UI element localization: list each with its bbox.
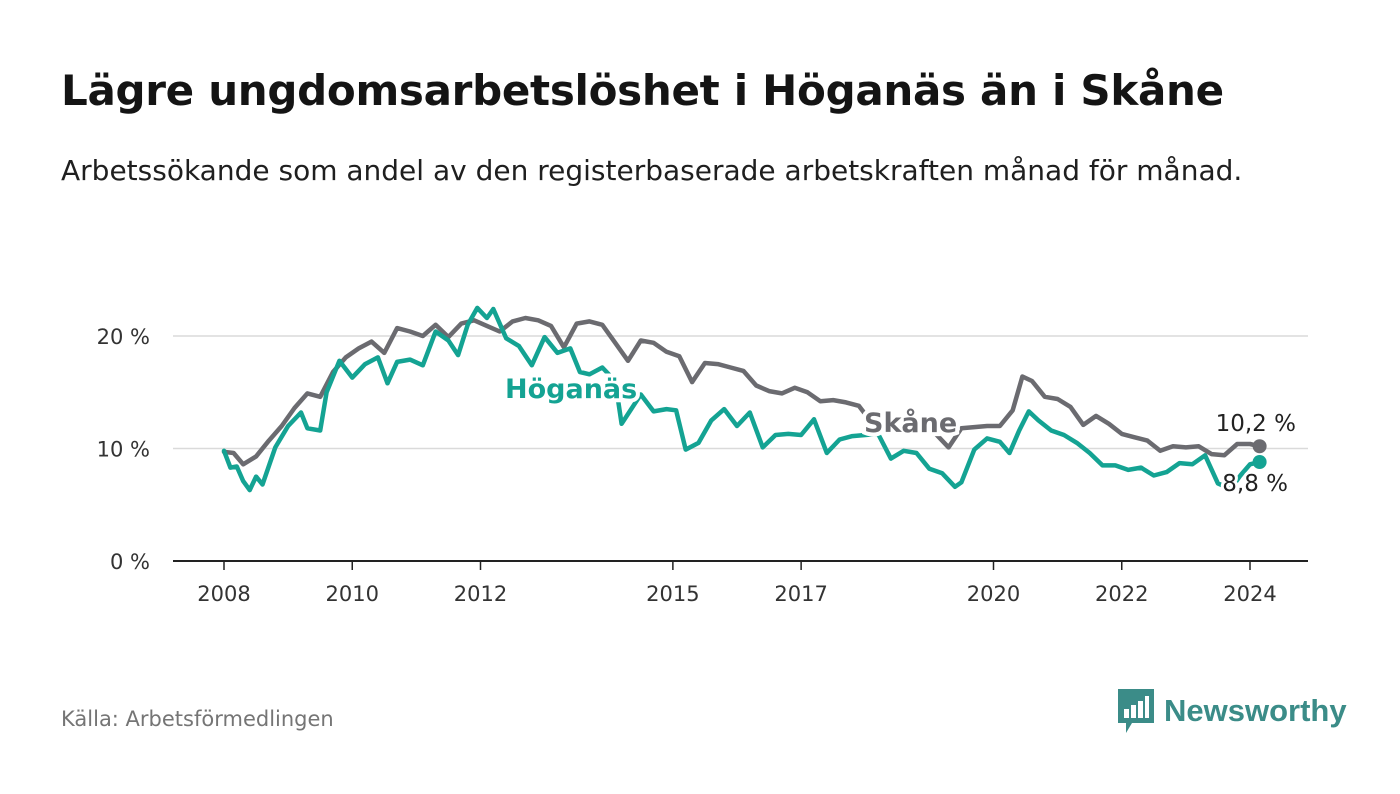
brand-name: Newsworthy (1164, 693, 1347, 728)
y-tick-label: 20 % (97, 325, 150, 349)
x-tick-label: 2022 (1095, 582, 1148, 606)
y-tick-label: 0 % (110, 550, 150, 574)
end-value-label: 10,2 % (1216, 411, 1296, 437)
brand-logo: Newsworthy (1118, 689, 1347, 733)
series-end-marker (1252, 439, 1267, 454)
series-line-skåne (221, 315, 1262, 467)
series-line-höganäs (221, 305, 1262, 493)
x-tick-label: 2024 (1223, 582, 1276, 606)
series-label: Höganäs (505, 374, 637, 405)
source-note: Källa: Arbetsförmedlingen (61, 707, 334, 731)
x-tick-label: 2017 (774, 582, 827, 606)
page-title: Lägre ungdomsarbetslöshet i Höganäs än i… (61, 66, 1224, 115)
end-value-label: 8,8 % (1222, 471, 1288, 497)
newsworthy-logo-icon (1118, 689, 1154, 733)
x-tick-label: 2012 (454, 582, 507, 606)
series-end-marker (1252, 455, 1267, 469)
x-tick-label: 2008 (197, 582, 250, 606)
x-tick-label: 2020 (967, 582, 1020, 606)
x-tick-label: 2010 (326, 582, 379, 606)
series-label: Skåne (864, 407, 957, 439)
page-subtitle: Arbetssökande som andel av den registerb… (61, 154, 1243, 187)
y-tick-label: 10 % (97, 438, 150, 462)
x-tick-label: 2015 (646, 582, 699, 606)
